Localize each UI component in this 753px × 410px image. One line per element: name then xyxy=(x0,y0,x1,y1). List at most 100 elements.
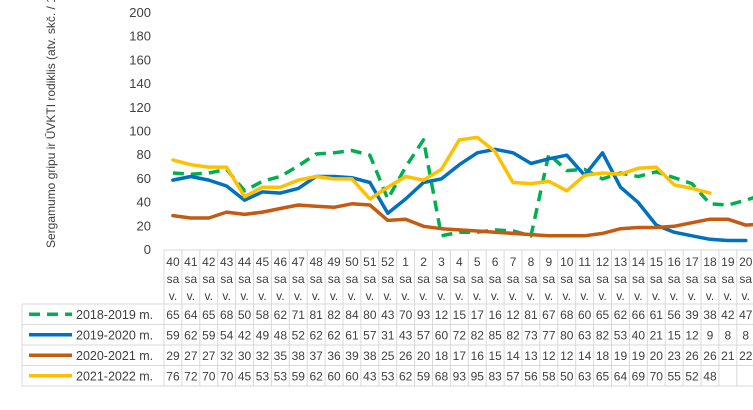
table-cell: 50 xyxy=(560,369,574,383)
x-category-label: 12 sa v. xyxy=(596,255,610,303)
table-cell: 39 xyxy=(345,349,359,363)
table-cell: 30 xyxy=(238,349,252,363)
x-tick-week: 49 xyxy=(327,255,341,269)
table-cell: 64 xyxy=(184,308,198,322)
x-tick-suffix: v. xyxy=(366,289,374,303)
table-cell: 43 xyxy=(381,308,395,322)
x-tick-suffix: sa xyxy=(489,272,502,286)
x-category-label: 18 sa v. xyxy=(703,255,717,303)
x-tick-suffix: v. xyxy=(616,289,624,303)
x-tick-suffix: v. xyxy=(258,289,266,303)
table-cell: 58 xyxy=(256,308,270,322)
x-category-label: 42 sa v. xyxy=(202,255,216,303)
x-tick-week: 40 xyxy=(166,255,180,269)
table-cell: 69 xyxy=(632,369,646,383)
table-row: 2020-2021 m. 29 27 27 32 30 32 35 38 37 36 39 38 25 26… xyxy=(29,349,753,363)
table-cell: 60 xyxy=(578,308,592,322)
table-cell: 57 xyxy=(506,369,520,383)
x-tick-suffix: sa xyxy=(722,272,735,286)
x-tick-suffix: sa xyxy=(328,272,341,286)
x-tick-week: 13 xyxy=(614,255,628,269)
table-cell: 17 xyxy=(471,308,485,322)
table-cell: 77 xyxy=(542,328,556,342)
table-cell: 81 xyxy=(524,308,538,322)
x-tick-suffix: sa xyxy=(381,272,394,286)
x-category-label: 8 sa v. xyxy=(525,255,538,303)
x-tick-suffix: v. xyxy=(634,289,642,303)
y-tick-label: 140 xyxy=(129,76,151,91)
x-tick-week: 7 xyxy=(510,255,517,269)
table-cell: 59 xyxy=(292,369,306,383)
table-cell: 76 xyxy=(166,369,180,383)
table-cell: 21 xyxy=(721,349,735,363)
table-cell: 26 xyxy=(399,349,413,363)
table-cell: 95 xyxy=(471,369,485,383)
x-tick-suffix: sa xyxy=(417,272,430,286)
x-tick-week: 41 xyxy=(184,255,198,269)
x-tick-suffix: v. xyxy=(670,289,678,303)
x-tick-week: 8 xyxy=(528,255,535,269)
table-cell: 62 xyxy=(184,328,198,342)
table-cell: 82 xyxy=(471,328,485,342)
table-cell: 15 xyxy=(667,328,681,342)
table-cell: 84 xyxy=(345,308,359,322)
y-tick-label: 60 xyxy=(137,171,151,186)
table-cell: 71 xyxy=(292,308,306,322)
table-cell: 14 xyxy=(506,349,520,363)
y-tick-label: 80 xyxy=(137,147,151,162)
x-axis: 40sav.41sav.42sav.43sav.44sav.45sav.46sa… xyxy=(163,249,753,386)
table-cell: 60 xyxy=(345,369,359,383)
legend-label: 2019-2020 m. xyxy=(76,328,153,342)
table-cell: 49 xyxy=(256,328,270,342)
y-tick-label: 160 xyxy=(129,52,151,67)
x-tick-suffix: v. xyxy=(384,289,392,303)
y-tick-label: 200 xyxy=(129,5,151,20)
x-tick-suffix: v. xyxy=(240,289,248,303)
x-category-label: 7 sa v. xyxy=(507,255,520,303)
table-cell: 73 xyxy=(524,328,538,342)
table-cell: 68 xyxy=(220,308,234,322)
table-cell: 53 xyxy=(274,369,288,383)
table-cell: 38 xyxy=(363,349,377,363)
x-tick-week: 44 xyxy=(238,255,252,269)
y-axis-label: Sergamumo gripu ir ŪVKTI rodiklis (atv. … xyxy=(44,0,58,248)
x-category-label: 14 sa v. xyxy=(632,255,646,303)
table-cell: 22 xyxy=(739,349,753,363)
x-tick-suffix: sa xyxy=(686,272,699,286)
x-category-label: 52 sa v. xyxy=(381,255,395,303)
x-tick-week: 11 xyxy=(578,255,591,269)
table-cell: 80 xyxy=(560,328,574,342)
x-tick-suffix: v. xyxy=(330,289,338,303)
table-cell: 56 xyxy=(524,369,538,383)
table-cell: 70 xyxy=(399,308,413,322)
table-cell: 62 xyxy=(614,308,628,322)
x-tick-suffix: v. xyxy=(312,289,320,303)
series-line-2020-2021 xyxy=(171,202,753,238)
table-cell: 55 xyxy=(667,369,681,383)
x-tick-suffix: sa xyxy=(596,272,609,286)
x-tick-week: 12 xyxy=(596,255,610,269)
table-cell: 23 xyxy=(667,349,681,363)
table-cell: 20 xyxy=(417,349,431,363)
x-tick-suffix: v. xyxy=(455,289,463,303)
table-cell: 8 xyxy=(725,328,732,342)
x-tick-suffix: v. xyxy=(205,289,213,303)
x-tick-suffix: sa xyxy=(739,272,752,286)
x-tick-suffix: v. xyxy=(742,289,750,303)
x-tick-suffix: v. xyxy=(348,289,356,303)
table-cell: 67 xyxy=(542,308,556,322)
series-line-2019-2020 xyxy=(171,147,748,243)
x-tick-suffix: sa xyxy=(220,272,233,286)
x-category-label: 45 sa v. xyxy=(256,255,270,303)
x-tick-suffix: sa xyxy=(632,272,645,286)
table-cell: 82 xyxy=(506,328,520,342)
x-category-label: 48 sa v. xyxy=(309,255,323,303)
x-tick-suffix: sa xyxy=(614,272,627,286)
table-cell: 58 xyxy=(542,369,556,383)
table-cell: 82 xyxy=(327,308,341,322)
x-tick-suffix: sa xyxy=(704,272,717,286)
x-tick-suffix: v. xyxy=(563,289,571,303)
x-tick-suffix: sa xyxy=(310,272,323,286)
x-category-label: 40 sa v. xyxy=(166,255,180,303)
